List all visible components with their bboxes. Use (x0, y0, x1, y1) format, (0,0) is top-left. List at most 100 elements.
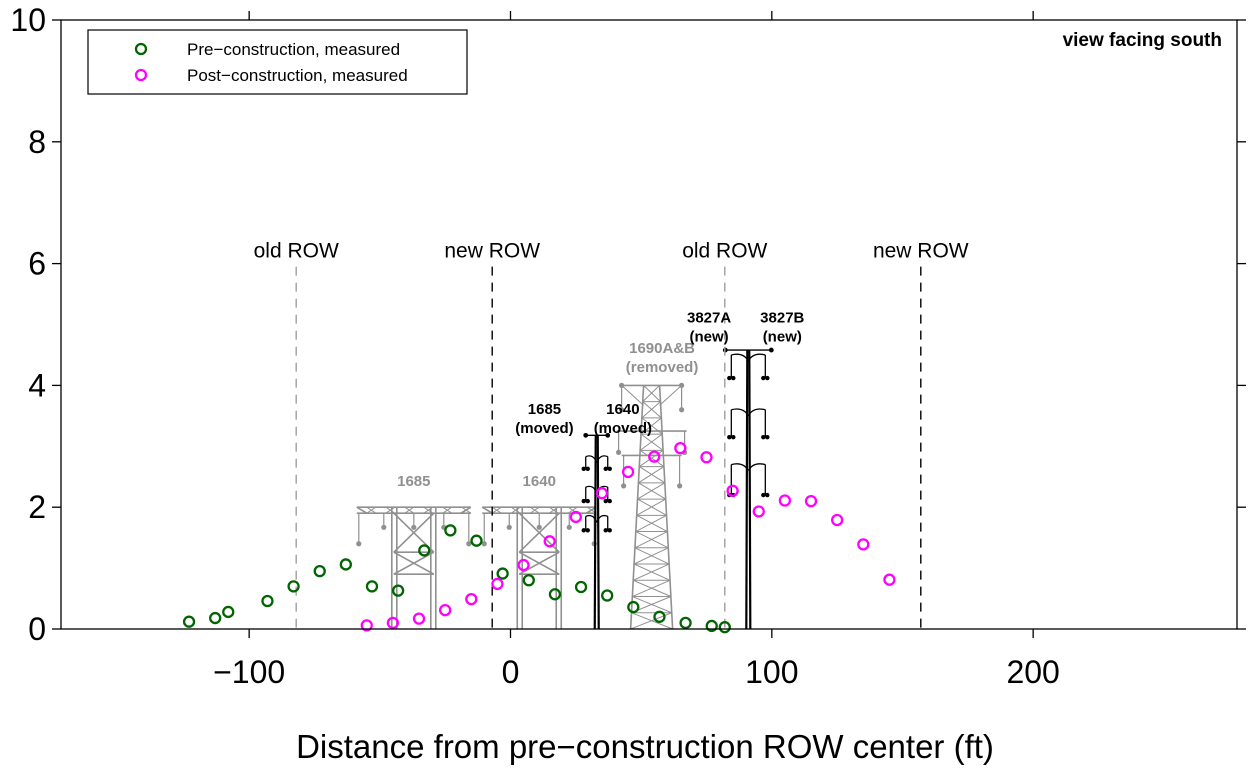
y-tick-label: 6 (28, 246, 46, 282)
structure-line (641, 401, 661, 419)
series-0-point (548, 588, 562, 601)
structure-line (404, 506, 415, 514)
series-1-point (621, 465, 635, 479)
series-1-point (412, 612, 426, 625)
conductor-dot (731, 434, 736, 440)
row-label-3: new ROW (873, 240, 969, 263)
crossarm (731, 408, 749, 417)
row-label-1: new ROW (444, 240, 540, 263)
structure-line (366, 506, 377, 514)
insulator-dot (566, 524, 572, 530)
structure-line (643, 385, 661, 403)
series-1-point (778, 494, 792, 507)
structure-line (529, 506, 540, 514)
structure-line (596, 435, 600, 630)
crossarm (731, 353, 749, 362)
series-1-point (648, 450, 661, 463)
y-tick-label: 0 (28, 611, 46, 647)
conductor-dot (603, 498, 608, 504)
structure-line (634, 531, 668, 549)
shield-wire-dot (583, 432, 589, 438)
conductor-dot (765, 492, 770, 498)
legend-marker-post (134, 68, 148, 82)
series-0-point (313, 564, 326, 578)
plot-frame (60, 19, 1238, 630)
series-1-point (883, 573, 896, 586)
conductor-dot (585, 466, 590, 472)
structure-line (356, 506, 368, 514)
structure-label-1: 1640 (523, 473, 556, 490)
conductor-dot (607, 528, 612, 533)
structure-line (635, 514, 667, 533)
legend-box (87, 29, 468, 95)
structure-label-4: 1690A&B (removed) (626, 340, 699, 376)
insulator-dot (481, 541, 487, 547)
conductor-dot (607, 466, 612, 472)
series-0-point (601, 589, 614, 602)
insulator-dot (536, 524, 542, 530)
h-frame-tower-1685 (356, 506, 472, 629)
structure-line (423, 506, 434, 514)
crossarm (747, 463, 766, 471)
series-1-point (386, 616, 400, 630)
h-frame-tower-1640 (481, 506, 597, 629)
structure-line (491, 506, 502, 514)
shield-wire-dot (679, 382, 685, 388)
conductor-dot (585, 498, 590, 504)
structure-line (442, 506, 453, 514)
structure-line (636, 498, 666, 516)
conductor-dot (581, 466, 586, 472)
structure-label-line: 1685 (397, 473, 430, 490)
structure-label-line: 3827A (687, 310, 731, 327)
y-tick-label: 4 (28, 367, 46, 403)
structure-line (748, 350, 752, 630)
structure-line (621, 385, 644, 406)
conductor-dot (581, 498, 586, 504)
pole-3827 (722, 347, 774, 630)
series-0-point (627, 600, 640, 614)
structure-label-6: 3827B (new) (760, 310, 804, 346)
insulator-dot (679, 407, 685, 413)
structure-line (548, 506, 559, 514)
conductor-dot (765, 434, 770, 440)
structure-label-line: (removed) (626, 359, 699, 376)
crossarm (585, 455, 598, 463)
crossarm (731, 463, 749, 471)
crossarm (747, 353, 766, 362)
legend: Pre−construction, measured Post−construc… (87, 29, 468, 95)
shield-wire-dot (768, 347, 774, 353)
series-1-point (517, 558, 530, 572)
series-1-point (491, 577, 504, 591)
lattice-tower-1690 (616, 382, 688, 630)
structure-line (518, 512, 560, 553)
conductor-dot (603, 466, 608, 472)
shield-wire-dot (619, 382, 625, 388)
structure-line (659, 385, 682, 406)
structure-label-line: 1685 (528, 401, 561, 418)
series-0-point (365, 580, 379, 593)
series-1-point (595, 487, 609, 500)
series-1-point (360, 619, 373, 632)
series-0-point (679, 616, 692, 630)
structure-line (567, 506, 578, 514)
series-1-point (857, 538, 870, 551)
structure-label-line: 3827B (760, 310, 804, 327)
structure-label-0: 1685 (397, 473, 430, 490)
series-0-point (470, 534, 483, 547)
conductor-dot (761, 375, 766, 381)
series-0-point (496, 567, 509, 580)
structure-line (745, 350, 749, 630)
structure-line (639, 433, 663, 451)
structure-line (510, 506, 521, 514)
conductor-dot (765, 375, 770, 381)
structure-label-3: 1640 (moved) (594, 401, 652, 437)
structure-line (385, 506, 396, 514)
series-0-point (391, 584, 405, 597)
series-1-point (700, 451, 713, 464)
conductor-dot (603, 528, 608, 533)
series-1-point (726, 484, 739, 497)
structure-label-line: (moved) (515, 420, 573, 437)
legend-label-post: Post−construction, measured (187, 66, 408, 85)
x-tick-label: 0 (502, 654, 520, 690)
